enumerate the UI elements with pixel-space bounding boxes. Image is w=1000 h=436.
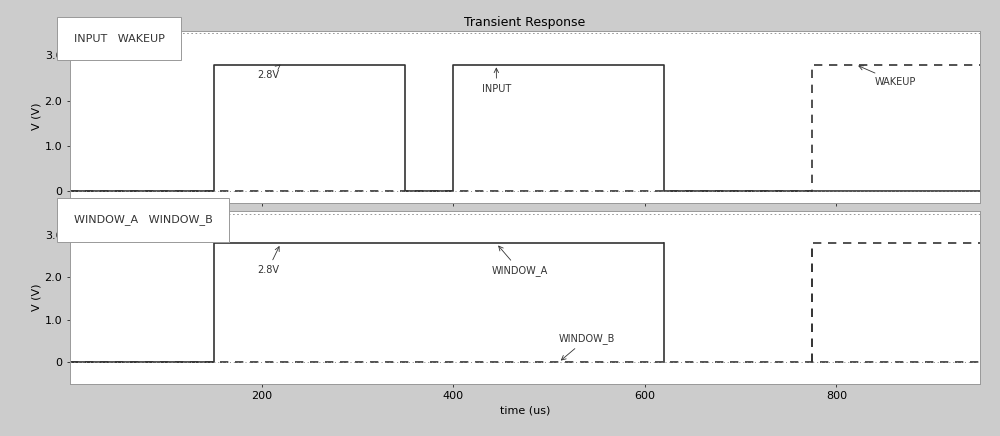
Text: WINDOW_A: WINDOW_A bbox=[491, 246, 548, 276]
Text: WINDOW_B: WINDOW_B bbox=[559, 333, 615, 360]
Y-axis label: V (V): V (V) bbox=[32, 103, 42, 130]
Text: INPUT: INPUT bbox=[482, 68, 511, 94]
Text: WAKEUP: WAKEUP bbox=[859, 66, 916, 87]
Text: WINDOW_A   WINDOW_B: WINDOW_A WINDOW_B bbox=[74, 215, 213, 225]
X-axis label: time (us): time (us) bbox=[500, 405, 550, 416]
Title: Transient Response: Transient Response bbox=[464, 17, 586, 29]
Text: 2.8V: 2.8V bbox=[257, 247, 279, 275]
Y-axis label: V (V): V (V) bbox=[32, 284, 42, 311]
Text: 2.8V: 2.8V bbox=[257, 65, 280, 80]
Text: INPUT   WAKEUP: INPUT WAKEUP bbox=[74, 34, 165, 44]
